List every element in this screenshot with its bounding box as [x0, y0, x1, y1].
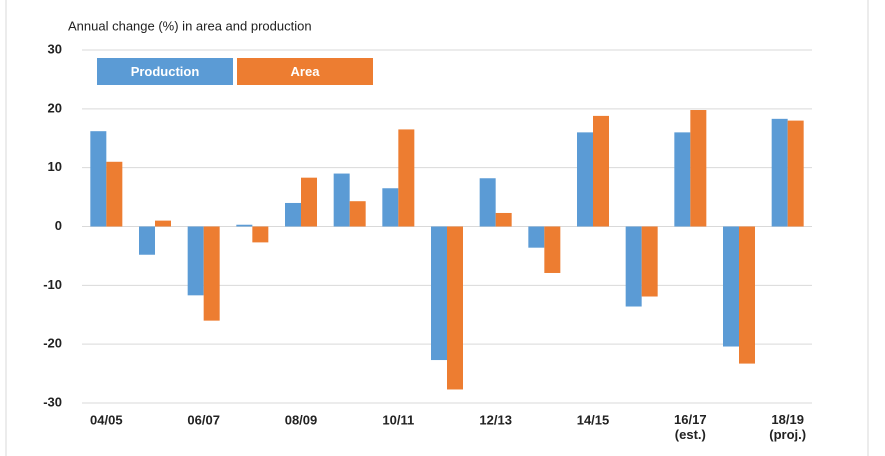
bar: [528, 226, 545, 248]
bar: [593, 115, 609, 227]
bar: [577, 132, 593, 227]
bar: [398, 129, 415, 227]
bar: [739, 226, 755, 364]
bar: [285, 202, 301, 227]
bar: [203, 226, 220, 321]
x-tick-label: 10/11: [382, 412, 414, 427]
legend-label: Production: [131, 64, 200, 79]
bar: [106, 161, 123, 227]
chart-title: Annual change (%) in area and production: [68, 18, 312, 33]
bar: [252, 226, 269, 243]
bar: [495, 212, 512, 227]
bar: [447, 226, 463, 390]
bar: [674, 132, 691, 227]
bar: [236, 224, 253, 227]
y-tick-label: -20: [43, 336, 62, 351]
bar: [382, 188, 399, 227]
y-tick-label: -10: [43, 277, 62, 292]
y-tick-label: 30: [48, 41, 62, 56]
y-tick-label: 0: [55, 218, 62, 233]
x-tick-label: 16/17 (est.): [674, 412, 707, 442]
bar: [349, 201, 366, 227]
bar: [139, 226, 155, 255]
bar: [333, 173, 350, 227]
bar: [625, 226, 642, 307]
bar: [723, 226, 739, 347]
bar: [690, 110, 707, 227]
bar: [771, 118, 788, 227]
bar: [90, 131, 107, 227]
bar: [544, 226, 561, 273]
bar: [155, 220, 171, 227]
legend-swatch: [237, 58, 373, 85]
bar: [187, 226, 204, 296]
y-tick-label: -30: [43, 394, 62, 409]
y-tick-label: 10: [48, 159, 62, 174]
x-tick-label: 08/09: [285, 412, 318, 427]
legend-swatch: [97, 58, 233, 85]
x-tick-label: 14/15: [577, 412, 610, 427]
x-tick-label: 18/19 (proj.): [769, 412, 806, 442]
bar: [641, 226, 658, 297]
bar: [787, 120, 804, 227]
bar: [479, 178, 496, 227]
bar: [301, 177, 317, 227]
x-tick-label: 06/07: [187, 412, 220, 427]
x-tick-label: 04/05: [90, 412, 123, 427]
y-tick-label: 20: [48, 100, 62, 115]
legend-label: Area: [291, 64, 321, 79]
x-tick-label: 12/13: [479, 412, 512, 427]
bar: [431, 226, 447, 361]
